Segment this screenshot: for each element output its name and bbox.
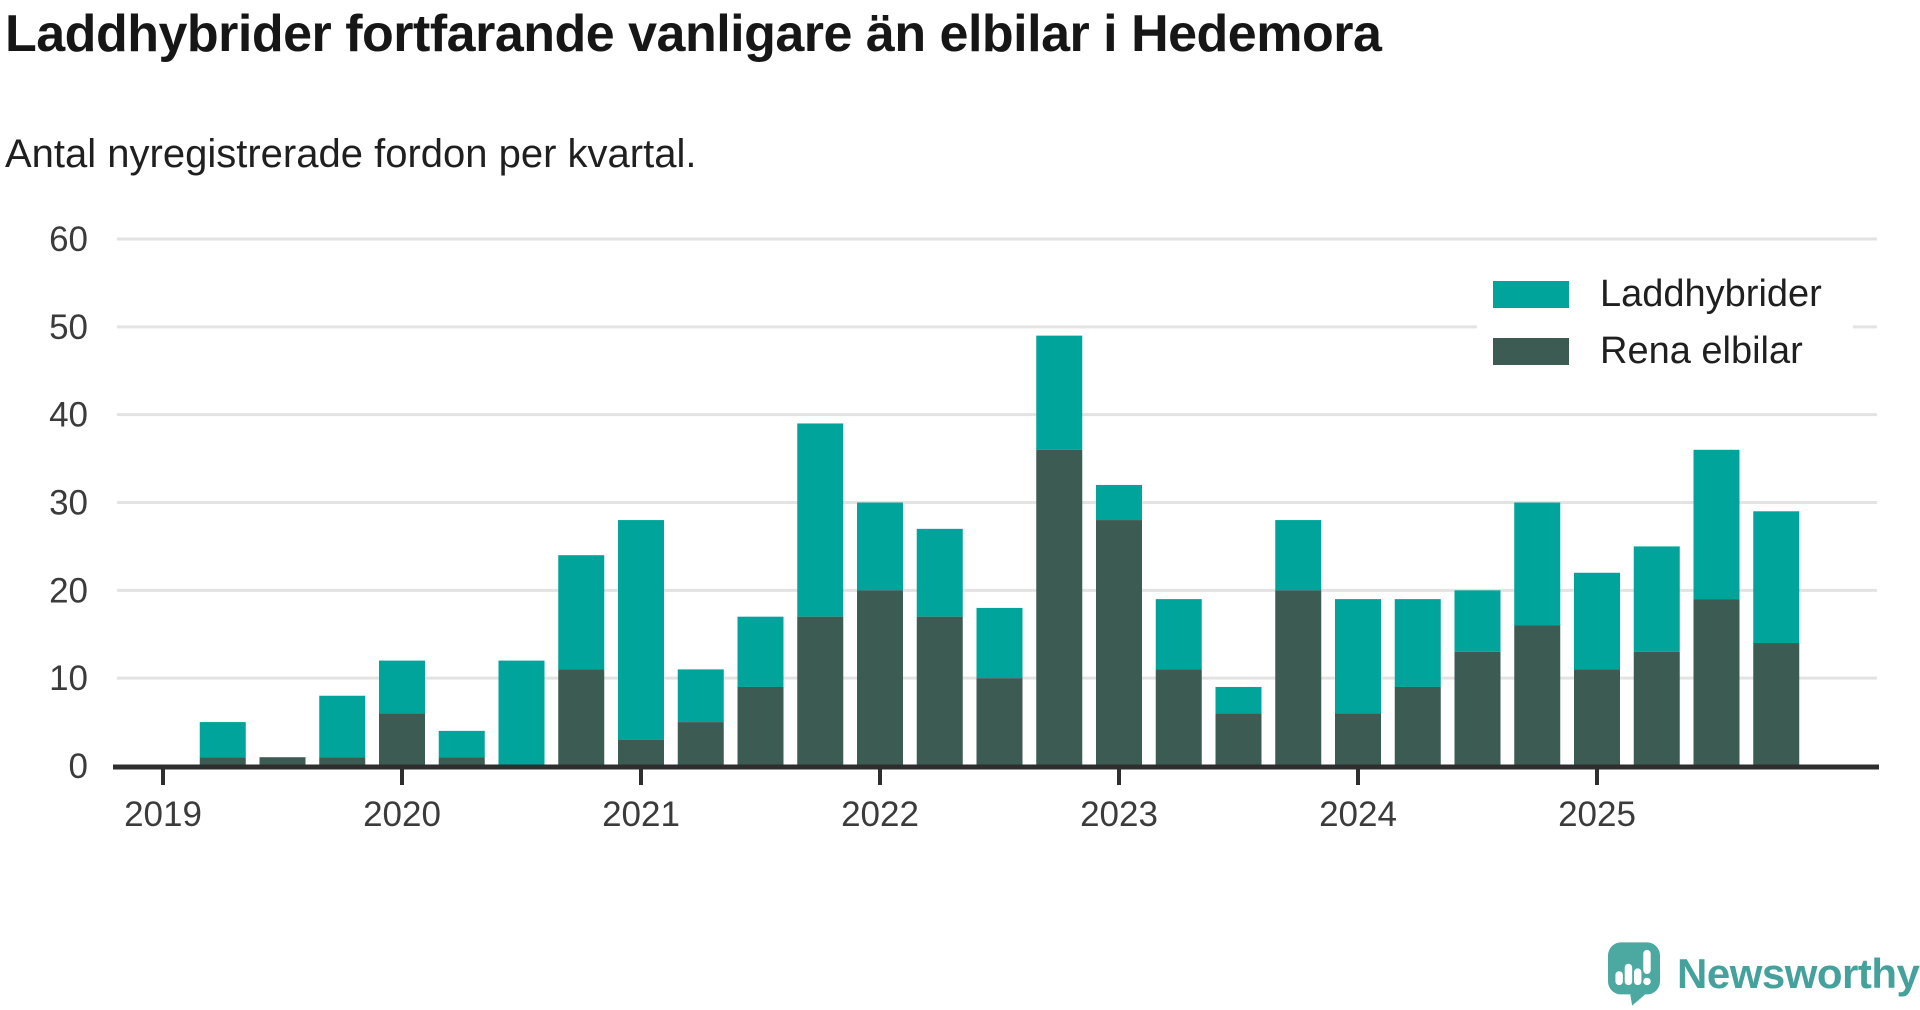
x-tick-label-2022: 2022 [841, 795, 919, 834]
x-tick-label-2024: 2024 [1319, 795, 1397, 834]
y-tick-label-10: 10 [49, 659, 88, 698]
bar-2020-q3-laddhybrider [499, 661, 545, 766]
logo-bar-3 [1634, 968, 1641, 985]
bar-2024-q4-laddhybrider [1514, 503, 1560, 626]
bar-2020-q1-rena-elbilar [379, 713, 425, 766]
bar-2022-q4-rena-elbilar [1036, 450, 1082, 766]
bar-2024-q4-rena-elbilar [1514, 625, 1560, 766]
stacked-bar-chart: 2019 2020 2021 2022 2023 2024 2025 0 10 20 30 40 50 6… [0, 0, 1920, 1010]
y-tick-label-60: 60 [49, 220, 88, 259]
bar-2025-q4-laddhybrider [1753, 511, 1799, 643]
bar-2020-q4-laddhybrider [558, 555, 604, 669]
legend-item-laddhybrider: Laddhybrider [1493, 281, 1853, 308]
x-tick-label-2019: 2019 [124, 795, 202, 834]
legend-label: Laddhybrider [1600, 273, 1822, 316]
bar-2023-q1-rena-elbilar [1096, 520, 1142, 766]
newsworthy-brand: Newsworthy [1608, 942, 1919, 1006]
x-tick-label-2023: 2023 [1080, 795, 1158, 834]
x-tick-label-2025: 2025 [1558, 795, 1636, 834]
bar-2022-q1-laddhybrider [857, 503, 903, 591]
logo-bar-1 [1615, 971, 1622, 985]
bar-2023-q1-laddhybrider [1096, 485, 1142, 520]
y-tick-label-30: 30 [49, 484, 88, 523]
bar-2023-q2-laddhybrider [1156, 599, 1202, 669]
y-tick-label-50: 50 [49, 308, 88, 347]
bar-2022-q3-laddhybrider [977, 608, 1023, 678]
bar-2025-q3-laddhybrider [1694, 450, 1740, 599]
bar-2021-q4-laddhybrider [797, 423, 843, 616]
bar-2024-q1-rena-elbilar [1335, 713, 1381, 766]
newsworthy-wordmark: Newsworthy [1677, 950, 1919, 998]
bar-2019-q4-laddhybrider [319, 696, 365, 757]
bar-2021-q2-rena-elbilar [678, 722, 724, 766]
bar-2025-q3-rena-elbilar [1694, 599, 1740, 766]
bar-2024-q3-rena-elbilar [1455, 652, 1501, 766]
bar-2024-q1-laddhybrider [1335, 599, 1381, 713]
legend-swatch-rena-elbilar [1493, 338, 1569, 365]
bar-2021-q4-rena-elbilar [797, 617, 843, 766]
x-tick-label-2021: 2021 [602, 795, 680, 834]
bar-2023-q2-rena-elbilar [1156, 669, 1202, 766]
bar-2024-q3-laddhybrider [1455, 590, 1501, 651]
bar-2019-q2-laddhybrider [200, 722, 246, 757]
bar-2023-q4-laddhybrider [1275, 520, 1321, 590]
chart-canvas: Laddhybrider fortfarande vanligare än el… [0, 0, 1920, 1010]
bar-2022-q2-laddhybrider [917, 529, 963, 617]
y-tick-label-20: 20 [49, 571, 88, 610]
bar-2023-q4-rena-elbilar [1275, 590, 1321, 766]
y-tick-label-0: 0 [69, 747, 88, 786]
bar-2025-q4-rena-elbilar [1753, 643, 1799, 766]
bar-2021-q1-laddhybrider [618, 520, 664, 740]
legend: Laddhybrider Rena elbilar [1477, 262, 1853, 384]
bar-2024-q2-laddhybrider [1395, 599, 1441, 687]
bar-2022-q3-rena-elbilar [977, 678, 1023, 766]
bar-2021-q3-rena-elbilar [738, 687, 784, 766]
bar-2025-q2-rena-elbilar [1634, 652, 1680, 766]
bar-2024-q2-rena-elbilar [1395, 687, 1441, 766]
logo-exclamation-bar [1643, 950, 1650, 974]
bar-2021-q3-laddhybrider [738, 617, 784, 687]
newsworthy-logo-icon [1608, 942, 1660, 1006]
legend-swatch-laddhybrider [1493, 281, 1569, 308]
bar-2020-q1-laddhybrider [379, 661, 425, 714]
bar-2022-q4-laddhybrider [1036, 336, 1082, 450]
bar-2020-q4-rena-elbilar [558, 669, 604, 766]
bar-2023-q3-laddhybrider [1216, 687, 1262, 713]
bar-2025-q2-laddhybrider [1634, 546, 1680, 651]
bar-2025-q1-rena-elbilar [1574, 669, 1620, 766]
bar-2021-q2-laddhybrider [678, 669, 724, 722]
bar-2023-q3-rena-elbilar [1216, 713, 1262, 766]
logo-bar-2 [1625, 964, 1632, 985]
legend-item-rena-elbilar: Rena elbilar [1493, 338, 1853, 365]
bar-2022-q2-rena-elbilar [917, 617, 963, 766]
x-tick-label-2020: 2020 [363, 795, 441, 834]
bar-2025-q1-laddhybrider [1574, 573, 1620, 670]
bar-2022-q1-rena-elbilar [857, 590, 903, 766]
legend-label: Rena elbilar [1600, 330, 1803, 373]
bar-2021-q1-rena-elbilar [618, 740, 664, 766]
logo-exclamation-dot [1643, 978, 1650, 985]
bar-2020-q2-laddhybrider [439, 731, 485, 757]
y-tick-label-40: 40 [49, 396, 88, 435]
